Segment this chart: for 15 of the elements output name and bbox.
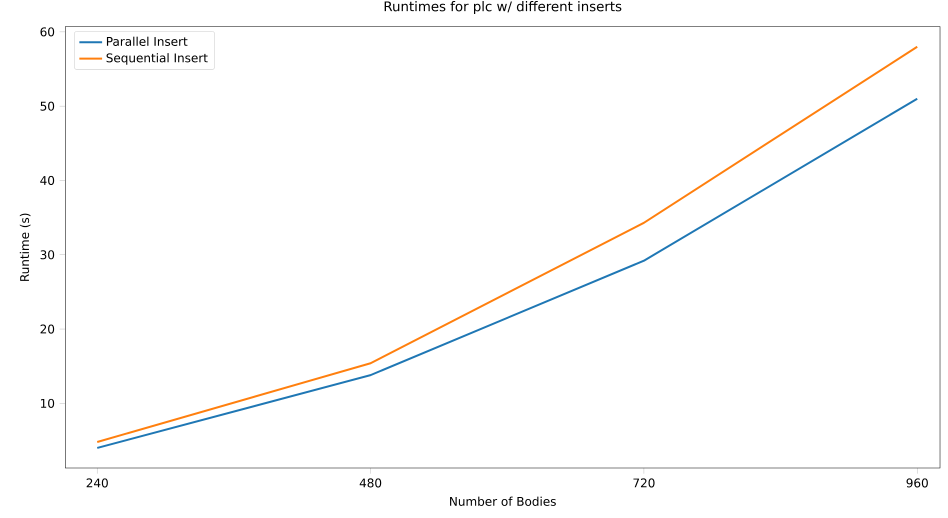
x-tick-label: 720	[633, 478, 655, 488]
chart-title: Runtimes for plc w/ different inserts	[384, 1, 622, 14]
legend-label: Sequential Insert	[106, 53, 208, 65]
x-tick-label: 240	[86, 478, 108, 488]
y-tick-label: 30	[40, 250, 54, 260]
legend-label: Parallel Insert	[106, 36, 188, 46]
y-tick-label: 60	[40, 27, 54, 36]
x-axis-title: Number of Bodies	[450, 496, 556, 506]
y-tick-label: 50	[40, 102, 54, 111]
x-tick-label: 960	[906, 478, 928, 488]
y-tick-label: 10	[40, 398, 54, 408]
y-tick-label: 20	[40, 324, 54, 334]
y-axis-title: Runtime (s)	[20, 214, 31, 281]
x-tick-label: 480	[360, 478, 382, 488]
y-tick-label: 40	[40, 176, 54, 185]
